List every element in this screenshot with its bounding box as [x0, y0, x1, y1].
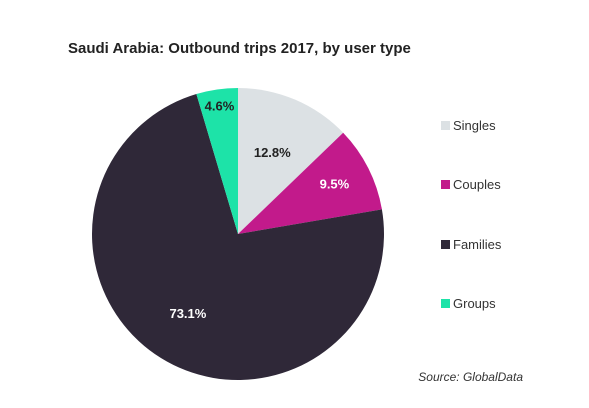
legend-label-families: Families [453, 236, 502, 252]
legend-label-couples: Couples [453, 177, 501, 192]
pie-slice-families [92, 94, 384, 380]
pie-slice-couples [238, 132, 382, 234]
pie-slice-singles [238, 88, 344, 234]
legend-swatch-groups [441, 299, 450, 308]
legend-item-groups: Groups [441, 294, 501, 314]
slice-label-couples: 9.5% [320, 177, 350, 192]
chart-title: Saudi Arabia: Outbound trips 2017, by us… [68, 40, 411, 57]
legend-swatch-families [441, 239, 450, 249]
pie-slice-groups [196, 88, 238, 234]
legend-item-families: Families [441, 234, 501, 254]
legend-label-singles: Singles [453, 117, 496, 133]
legend: Singles Couples Families Groups [441, 115, 501, 353]
legend-item-singles: Singles [441, 115, 501, 135]
slice-label-singles: 12.8% [254, 145, 291, 160]
legend-label-groups: Groups [453, 296, 496, 311]
legend-item-couples: Couples [441, 175, 501, 195]
slice-label-families: 73.1% [169, 306, 206, 321]
legend-swatch-couples [441, 180, 450, 189]
source-note: Source: GlobalData [418, 370, 523, 384]
legend-swatch-singles [441, 120, 450, 130]
slice-label-groups: 4.6% [205, 98, 235, 113]
